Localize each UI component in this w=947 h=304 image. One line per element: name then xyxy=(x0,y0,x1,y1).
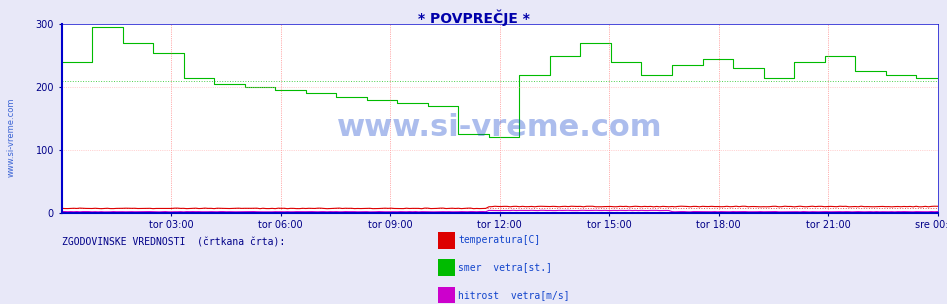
Text: * POVPREČJE *: * POVPREČJE * xyxy=(418,9,529,26)
Text: smer  vetra[st.]: smer vetra[st.] xyxy=(458,263,552,272)
Text: www.si-vreme.com: www.si-vreme.com xyxy=(7,97,16,177)
Text: temperatura[C]: temperatura[C] xyxy=(458,235,541,245)
Text: ZGODOVINSKE VREDNOSTI  (črtkana črta):: ZGODOVINSKE VREDNOSTI (črtkana črta): xyxy=(62,237,285,247)
Text: hitrost  vetra[m/s]: hitrost vetra[m/s] xyxy=(458,290,570,300)
Text: www.si-vreme.com: www.si-vreme.com xyxy=(337,113,662,143)
